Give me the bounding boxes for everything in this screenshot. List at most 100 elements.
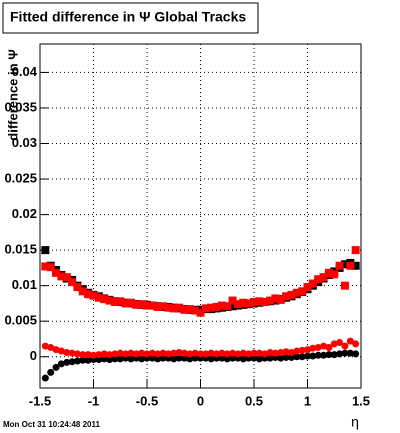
point [207,355,215,363]
point [73,357,81,365]
point [308,279,317,288]
point [282,353,290,361]
point [336,339,344,347]
y-tick-label: 0.025 [4,170,37,185]
point [169,304,178,313]
point [57,360,65,368]
point [52,363,60,371]
point [100,295,109,304]
point [234,350,242,358]
point [159,349,167,357]
point [298,346,306,354]
x-tick-label: 0.5 [245,393,263,408]
point [309,344,317,352]
point [330,270,339,279]
point [137,300,146,309]
point [94,293,103,302]
point [213,350,221,358]
point [175,354,183,362]
x-tick-label: -1.5 [29,393,51,408]
point [314,275,323,284]
point [223,302,232,311]
y-tick-label: 0.015 [4,242,37,257]
point [180,349,188,357]
footer: Mon Oct 31 10:24:48 2011 [3,420,100,429]
point [287,348,295,356]
point [233,300,242,309]
point [228,296,237,305]
point [341,342,349,350]
point [217,301,226,310]
point [175,303,184,312]
point [106,351,114,359]
point [143,350,151,358]
point [202,350,210,358]
point [79,351,87,359]
point [159,302,168,311]
point [63,358,71,366]
point [116,297,125,306]
point [105,296,114,305]
point [319,273,328,282]
point [175,348,183,356]
point [277,354,285,362]
point [255,349,263,357]
point [191,349,199,357]
point [244,299,253,308]
point [340,260,349,269]
point [41,246,50,255]
point [180,354,188,362]
point [314,351,322,359]
point [223,350,231,358]
point [261,350,269,358]
point [52,268,61,277]
y-tick-label: 0 [30,348,37,363]
point [116,355,124,363]
point [41,342,49,350]
point [154,350,162,358]
point [73,350,81,358]
point [41,374,49,382]
point [346,261,355,270]
point [100,350,108,358]
point [191,354,199,362]
point [330,351,338,359]
point [73,283,82,292]
point [293,353,301,361]
y-tick-label: 0.035 [4,99,37,114]
point [304,352,311,360]
point [180,305,189,314]
point [336,350,344,358]
point [309,352,317,360]
point [341,349,349,357]
point [143,301,151,310]
point [84,356,92,364]
x-tick-label: -0.5 [136,393,158,408]
point [62,273,71,282]
point [186,350,194,358]
point [239,349,247,357]
point [148,354,156,362]
point [287,290,296,299]
point [255,297,264,306]
point [164,303,173,312]
point [298,287,307,296]
point [335,261,344,270]
point [293,347,301,355]
point [325,351,333,359]
point [84,351,92,359]
point [266,296,275,305]
point [132,350,140,358]
point [207,349,215,357]
x-tick-label: 1.5 [352,393,370,408]
point [95,351,103,359]
point [110,298,119,306]
point [170,349,178,357]
point [229,349,237,357]
point [79,356,87,364]
point [229,354,237,362]
y-tick-label: 0.005 [4,313,37,328]
x-tick-label: 1 [304,393,311,408]
point [185,305,194,314]
